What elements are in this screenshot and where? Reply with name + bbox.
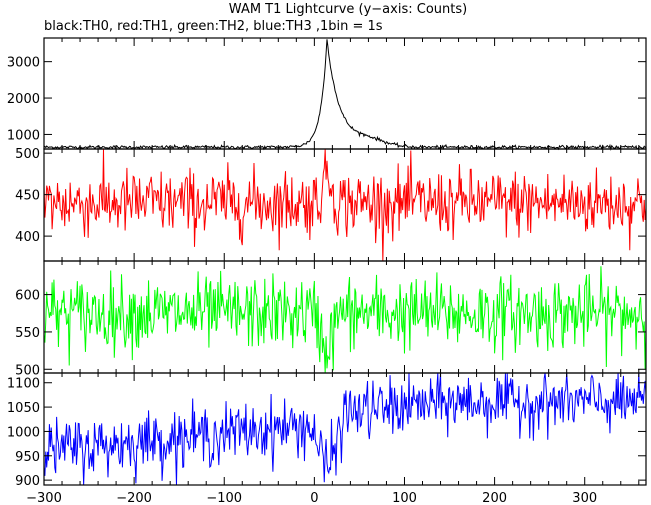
x-tick-label: −200 <box>116 491 152 505</box>
series-line-th0 <box>43 39 647 151</box>
x-tick-label: 100 <box>392 491 417 505</box>
x-axis: −300 −200 −100 0 100 200 300 <box>26 491 597 505</box>
y-tick-label: 600 <box>15 289 40 304</box>
y-tick-label: 1000 <box>7 425 40 440</box>
panel-th2: 500 550 600 <box>15 260 647 378</box>
figure-title: WAM T1 Lightcurve (y−axis: Counts) <box>229 2 467 17</box>
y-tick-label: 900 <box>15 474 40 489</box>
panel-th3: 900 950 1000 1050 1100 <box>7 372 647 489</box>
x-tick-label: 300 <box>572 491 597 505</box>
panel-th1: 400 450 500 <box>15 147 647 262</box>
x-tick-label: 0 <box>310 491 318 505</box>
y-tick-label: 550 <box>15 326 40 341</box>
y-tick-label: 500 <box>15 147 40 162</box>
series-line-th1 <box>43 148 647 262</box>
x-tick-label: 200 <box>482 491 507 505</box>
x-tick-label: −300 <box>26 491 62 505</box>
y-tick-label: 500 <box>15 363 40 378</box>
series-line-th2 <box>43 266 647 374</box>
panel-th0: 1000 2000 3000 <box>7 37 647 151</box>
figure-subtitle: black:TH0, red:TH1, green:TH2, blue:TH3 … <box>44 19 383 34</box>
series-line-th3 <box>43 372 647 486</box>
x-tick-label: −100 <box>206 491 242 505</box>
panel-frame <box>43 37 647 150</box>
y-tick-label: 1000 <box>7 128 40 143</box>
y-tick-label: 3000 <box>7 56 40 71</box>
y-tick-label: 950 <box>15 450 40 465</box>
y-tick-label: 1100 <box>7 377 40 392</box>
y-tick-label: 400 <box>15 230 40 245</box>
y-tick-label: 450 <box>15 189 40 204</box>
y-tick-label: 2000 <box>7 92 40 107</box>
panel-frame <box>43 372 647 486</box>
y-tick-label: 1050 <box>7 401 40 416</box>
